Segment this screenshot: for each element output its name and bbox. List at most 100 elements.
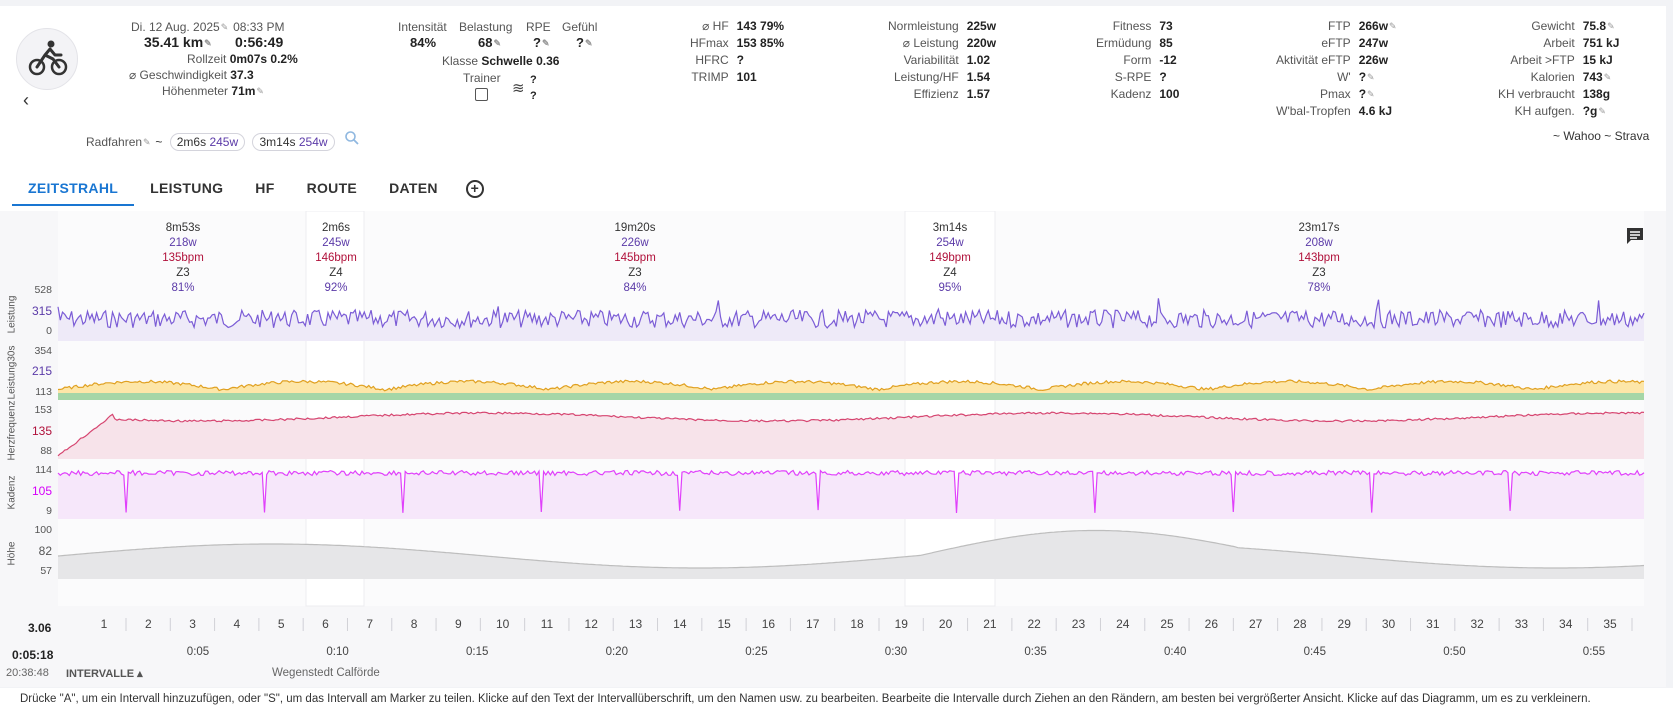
distance-tick: 1 <box>101 617 108 631</box>
add-tab-icon[interactable]: + <box>465 180 484 198</box>
distance-tick: 10 <box>496 617 510 631</box>
metric-label: ⌀ Leistung <box>902 36 959 50</box>
metrics-weight: Gewicht Arbeit Arbeit >FTP Kalorien KH v… <box>1498 19 1620 118</box>
distance-tick: 20 <box>939 617 953 631</box>
tick-l30-mid: 215 <box>31 364 52 378</box>
distance-tick: 4 <box>234 617 241 631</box>
trainer-checkbox[interactable] <box>475 88 488 101</box>
metrics-hr: ⌀ HF HFmax HFRC TRIMP 143 79% 153 85% ? … <box>690 18 784 86</box>
metrics-ftp: FTP eFTP Aktivität eFTP W' Pmax W'bal-Tr… <box>1276 19 1397 118</box>
distance-tick: 32 <box>1470 617 1484 631</box>
distance-tick: 22 <box>1027 617 1041 631</box>
bike-icon <box>16 28 78 90</box>
axis-label-kadenz: Kadenz <box>6 475 18 510</box>
back-icon[interactable]: ‹ <box>23 90 29 110</box>
rpe-value[interactable]: ?✎ <box>533 35 550 50</box>
activity-date[interactable]: Di. 12 Aug. 2025✎ 08:33 PM <box>131 20 285 34</box>
peak-chip-2[interactable]: 3m14s 254w <box>252 133 335 151</box>
intervals-button[interactable]: INTERVALLE ▴ <box>66 668 143 680</box>
distance-tick: 3 <box>189 617 196 631</box>
hr-trace-line <box>57 411 1645 457</box>
metric-label: HFRC <box>695 53 729 67</box>
metric-label: ⌀ HF <box>702 19 729 33</box>
peak-chip-1[interactable]: 2m6s 245w <box>169 133 246 151</box>
tick-hf-max: 153 <box>34 404 52 416</box>
distance-tick: 5 <box>278 617 285 631</box>
distance-tick: 24 <box>1116 617 1130 631</box>
distance-tick: 9 <box>455 617 462 631</box>
trainer-q1: ? <box>530 74 537 86</box>
activity-tags: Radfahren✎ ~ 2m6s 245w 3m14s 254w <box>86 133 335 151</box>
comment-icon[interactable] <box>1625 226 1645 249</box>
elevation[interactable]: Höhenmeter 71m✎ <box>162 84 264 98</box>
tab-zeitstrahl[interactable]: ZEITSTRAHL <box>12 172 135 206</box>
metric-label: eFTP <box>1321 36 1351 50</box>
metric-value: 100 <box>1159 87 1180 101</box>
help-footer: Drücke "A", um ein Intervall hinzuzufüge… <box>0 688 1673 712</box>
metric-label: Kalorien <box>1530 70 1575 84</box>
metric-label: W' <box>1337 70 1351 84</box>
metric-value: ?g <box>1582 104 1598 118</box>
sources[interactable]: ~ Wahoo ~ Strava <box>1553 129 1650 143</box>
clock: 20:38:48 <box>6 667 49 679</box>
load-value[interactable]: 68✎ <box>478 35 502 50</box>
metric-label: Gewicht <box>1531 19 1575 33</box>
metrics-power: Normleistung ⌀ Leistung Variabilität Lei… <box>888 18 996 103</box>
metric-value: 101 <box>736 70 757 84</box>
tab-leistung[interactable]: LEISTUNG <box>150 180 224 196</box>
metric-label: S-RPE <box>1114 70 1152 84</box>
metric-label: Fitness <box>1112 19 1152 33</box>
timeline-chart[interactable]: 1 2 3 4 5 6 7 8 9 10 11 12 13 14 15 16 17 18 19 20 21 22 23 24 2… <box>0 211 1666 687</box>
time-tick: 0:30 <box>885 646 907 658</box>
time-tick: 0:05 <box>187 646 209 658</box>
time-tick: 0:40 <box>1164 646 1186 658</box>
search-icon[interactable] <box>344 130 360 149</box>
activity-type[interactable]: Radfahren <box>86 135 143 149</box>
hr-trace-area <box>58 412 1644 459</box>
metric-value: ? <box>1159 70 1167 84</box>
time-tick: 0:35 <box>1024 646 1046 658</box>
tab-hf[interactable]: HF <box>255 180 275 196</box>
metric-label: KH aufgen. <box>1514 104 1575 118</box>
time-tick: 0:20 <box>606 646 628 658</box>
distance-tick: 30 <box>1382 617 1396 631</box>
feel-value[interactable]: ?✎ <box>576 35 593 50</box>
rollzeit: Rollzeit 0m07s 0.2% <box>187 52 298 66</box>
distance-tick: 34 <box>1559 617 1573 631</box>
metric-value: 143 79% <box>736 19 785 33</box>
metric-label: Kadenz <box>1110 87 1152 101</box>
time-tick: 0:55 <box>1583 646 1605 658</box>
distance-tick: 12 <box>585 617 599 631</box>
power30-trace-line <box>57 379 1645 392</box>
interval-header-5[interactable]: 23m17s 208w 143bpm Z3 78% <box>1298 222 1340 294</box>
metric-value: 751 kJ <box>1582 36 1620 50</box>
metric-value: 225w <box>966 19 997 33</box>
tab-daten[interactable]: DATEN <box>389 180 438 196</box>
distance-tick: 18 <box>850 617 864 631</box>
tick-leistung-max: 528 <box>34 284 52 296</box>
distance-tick: 14 <box>673 617 687 631</box>
tick-hoehe-mid: 82 <box>38 544 52 558</box>
distance-tick: 27 <box>1249 617 1263 631</box>
distance-tick: 16 <box>762 617 776 631</box>
interval-header-2[interactable]: 2m6s 245w 146bpm Z4 92% <box>315 222 357 294</box>
interval-header-3[interactable]: 19m20s 226w 145bpm Z3 84% <box>614 222 656 294</box>
trainer-label: Trainer <box>463 71 501 85</box>
tab-route[interactable]: ROUTE <box>306 180 358 196</box>
distance-tick: 23 <box>1072 617 1086 631</box>
tick-hf-min: 88 <box>40 445 52 457</box>
interval-header-4[interactable]: 3m14s 254w 149bpm Z4 95% <box>929 222 971 294</box>
metric-value: ? <box>1358 70 1367 84</box>
distance-start: 3.06 <box>28 621 52 635</box>
timeline-svg[interactable]: 1 2 3 4 5 6 7 8 9 10 11 12 13 14 15 16 17 18 19 20 21 22 23 24 2… <box>0 211 1666 687</box>
metric-value: 15 kJ <box>1582 53 1613 67</box>
time-tick: 0:45 <box>1304 646 1326 658</box>
distance-value[interactable]: 35.41 km✎ <box>144 34 212 50</box>
power-trace-area <box>58 298 1644 341</box>
interval-header-1[interactable]: 8m53s 218w 135bpm Z3 81% <box>162 222 204 294</box>
metric-value: 4.6 kJ <box>1358 104 1393 118</box>
distance-tick: 15 <box>717 617 731 631</box>
load-label: Belastung <box>459 20 513 34</box>
activity-card: ‹ Di. 12 Aug. 2025✎ 08:33 PM 35.41 km✎ 0… <box>0 6 1666 687</box>
distance-tick: 19 <box>895 617 909 631</box>
